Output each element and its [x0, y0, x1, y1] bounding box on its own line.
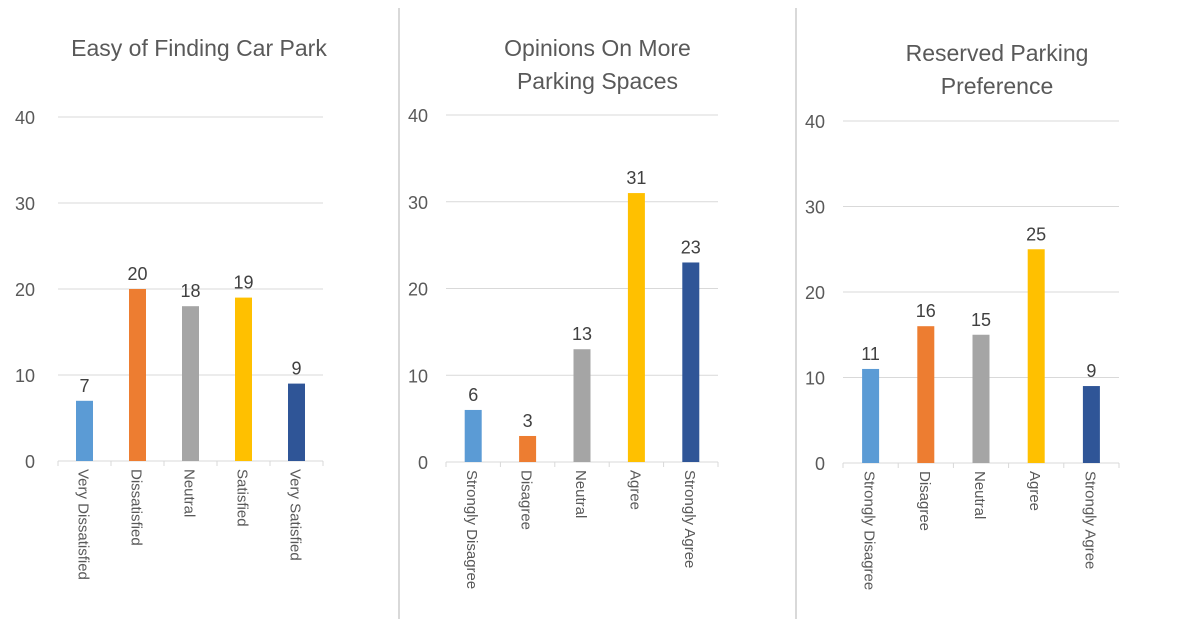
y-tick-label: 10 — [15, 366, 35, 386]
y-tick-label: 30 — [805, 198, 825, 218]
data-label: 15 — [971, 310, 991, 330]
x-category-label: Very Dissatisfied — [75, 469, 92, 580]
bar — [917, 326, 935, 463]
bar — [182, 306, 199, 461]
chart-title: Opinions On More Parking Spaces — [504, 35, 691, 94]
chart-title: Reserved Parking Preference — [905, 40, 1089, 99]
x-category-label: Neutral — [971, 471, 988, 519]
panel-divider-left — [398, 8, 400, 619]
x-category-label: Dissatisfied — [128, 469, 145, 546]
x-category-label: Strongly Disagree — [861, 471, 878, 590]
x-category-label: Agree — [626, 470, 643, 510]
y-tick-label: 0 — [418, 453, 428, 473]
chart-reserved-parking-preference: Reserved Parking Preference 0 10 20 30 40 11 S… — [797, 0, 1197, 619]
chart-plot: 0 10 20 30 40 7 Very Dissatisfied 20 Dissatisfie… — [15, 108, 324, 580]
x-category-label: Neutral — [572, 470, 589, 518]
x-category-label: Satisfied — [234, 469, 251, 527]
data-label: 16 — [916, 301, 936, 321]
bar — [627, 193, 645, 462]
y-tick-label: 40 — [408, 106, 428, 126]
chart-ease-finding-car-park: Easy of Finding Car Park 0 10 20 30 40 7 Very … — [0, 0, 398, 619]
chart-plot: 0 10 20 30 40 6 Strongly Disagree 3 Disagree 13 Ne… — [408, 106, 719, 589]
bar — [76, 400, 93, 461]
data-label: 13 — [572, 324, 592, 344]
data-label: 9 — [1086, 361, 1096, 381]
y-tick-label: 20 — [15, 280, 35, 300]
bar — [235, 297, 252, 461]
y-tick-label: 30 — [15, 194, 35, 214]
y-tick-label: 10 — [408, 366, 428, 386]
x-category-label: Strongly Disagree — [463, 470, 480, 589]
y-tick-label: 20 — [805, 283, 825, 303]
x-category-label: Strongly Agree — [1081, 471, 1098, 569]
x-category-label: Strongly Agree — [681, 470, 698, 568]
chart-opinions-more-parking: Opinions On More Parking Spaces 0 10 20 30 4… — [400, 0, 795, 619]
y-tick-label: 10 — [805, 369, 825, 389]
y-tick-label: 0 — [25, 452, 35, 472]
data-label: 20 — [127, 264, 147, 284]
data-label: 9 — [291, 359, 301, 379]
data-label: 23 — [681, 237, 701, 257]
chart-title: Easy of Finding Car Park — [71, 35, 327, 61]
bar — [464, 409, 482, 462]
bar — [682, 262, 700, 462]
y-tick-label: 30 — [408, 193, 428, 213]
bar — [288, 383, 305, 461]
y-tick-label: 0 — [815, 454, 825, 474]
y-tick-label: 40 — [805, 112, 825, 132]
bar — [519, 435, 537, 462]
x-category-label: Disagree — [518, 470, 535, 530]
data-label: 11 — [861, 344, 880, 364]
bar — [972, 334, 990, 463]
data-label: 3 — [523, 411, 533, 431]
data-label: 19 — [233, 273, 253, 293]
bar — [1082, 386, 1100, 463]
data-label: 31 — [626, 168, 646, 188]
x-category-label: Disagree — [916, 471, 933, 531]
data-label: 7 — [79, 376, 89, 396]
x-category-label: Agree — [1026, 471, 1043, 511]
bar — [862, 368, 880, 463]
x-category-label: Very Satisfied — [287, 469, 304, 561]
y-tick-label: 20 — [408, 280, 428, 300]
data-label: 6 — [468, 385, 478, 405]
data-label: 25 — [1026, 224, 1046, 244]
x-category-label: Neutral — [181, 469, 198, 517]
bar — [573, 349, 591, 462]
bar — [129, 289, 146, 461]
data-label: 18 — [180, 281, 200, 301]
panel-divider-right — [795, 8, 797, 619]
bar — [1027, 249, 1045, 463]
y-tick-label: 40 — [15, 108, 35, 128]
chart-plot: 0 10 20 30 40 11 Strongly Disagree 16 Disagree 15… — [805, 112, 1120, 590]
